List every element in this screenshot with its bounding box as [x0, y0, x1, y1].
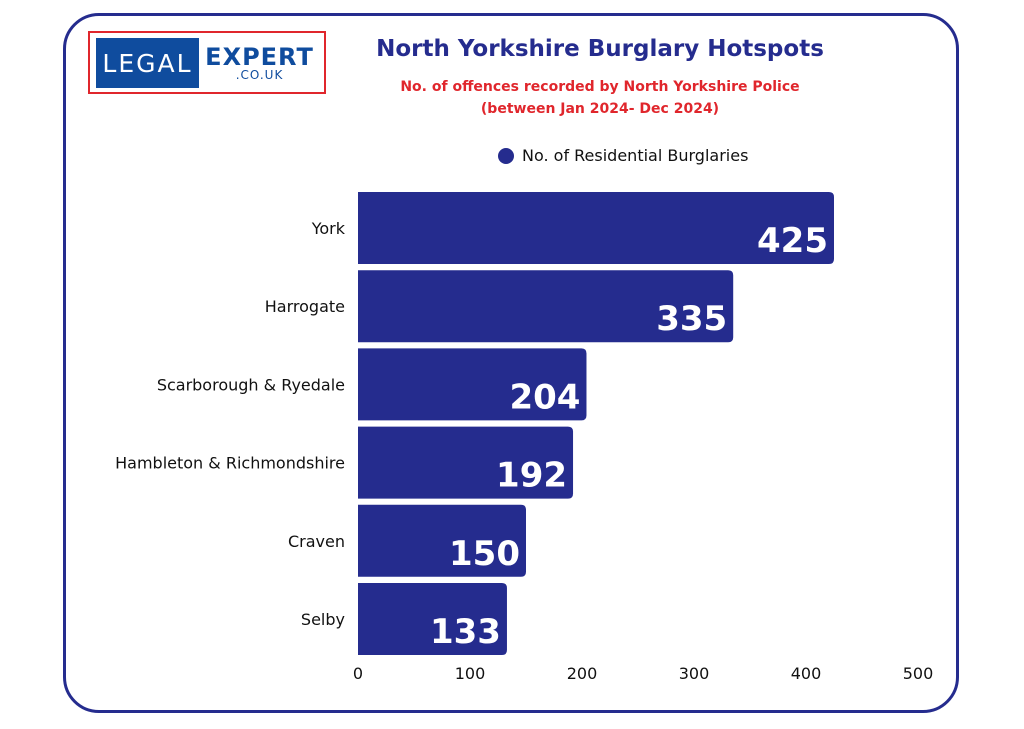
x-tick-label: 0	[353, 664, 363, 683]
x-tick-label: 100	[455, 664, 486, 683]
category-label: Hambleton & Richmondshire	[115, 454, 345, 473]
logo-expert-block: EXPERT .CO.UK	[199, 38, 320, 88]
data-label: 425	[757, 221, 828, 261]
category-label: Selby	[301, 610, 345, 629]
data-label: 150	[449, 534, 520, 574]
category-label: Craven	[288, 532, 345, 551]
bar-3	[358, 426, 574, 499]
x-tick-label: 200	[567, 664, 598, 683]
category-label: York	[311, 219, 346, 238]
bar-0	[358, 192, 834, 264]
logo-word-legal: LEGAL	[96, 38, 199, 88]
logo-domain: .CO.UK	[235, 68, 284, 82]
bar-5	[358, 583, 507, 655]
x-tick-label: 400	[791, 664, 822, 683]
subtitle-line-2: (between Jan 2024- Dec 2024)	[480, 101, 720, 117]
data-label: 192	[496, 456, 567, 496]
chart-title: North Yorkshire Burglary Hotspots	[376, 36, 824, 62]
category-label: Harrogate	[265, 297, 345, 316]
logo-word-expert: EXPERT	[205, 43, 314, 71]
data-label: 133	[430, 612, 501, 652]
x-tick-label: 500	[903, 664, 934, 683]
bar-2	[358, 348, 587, 421]
x-tick-label: 300	[679, 664, 710, 683]
legend-label: No. of Residential Burglaries	[522, 146, 749, 165]
legal-expert-logo: LEGAL EXPERT .CO.UK	[88, 31, 326, 94]
legend-marker	[498, 147, 514, 164]
chart-legend: No. of Residential Burglaries	[498, 146, 748, 165]
data-label: 335	[656, 299, 727, 339]
chart-subtitle: No. of offences recorded by North Yorksh…	[340, 76, 860, 120]
chart-frame	[63, 13, 959, 713]
bar-1	[358, 270, 734, 343]
category-label: Scarborough & Ryedale	[157, 375, 345, 394]
data-label: 204	[509, 377, 580, 417]
bar-4	[358, 504, 526, 577]
subtitle-line-1: No. of offences recorded by North Yorksh…	[400, 79, 800, 95]
